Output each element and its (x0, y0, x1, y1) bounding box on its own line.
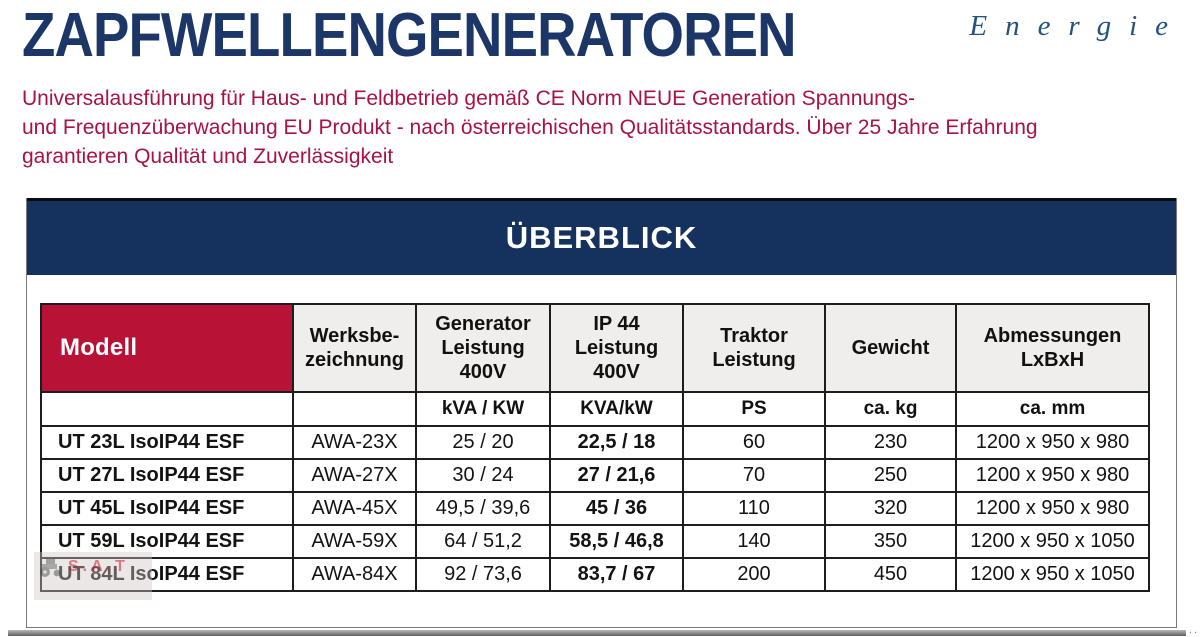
column-header-gewicht: Gewicht (824, 303, 957, 393)
artifact-dots: .. (1189, 624, 1200, 636)
cell-gewicht: 250 (824, 458, 957, 493)
cell-werksbezeichnung: AWA-84X (292, 557, 417, 592)
column-unit-gewicht: ca. kg (824, 391, 957, 427)
table-row: UT 23L IsoIP44 ESF AWA-23X 25 / 20 22,5 / 1… (40, 425, 1150, 460)
overview-banner: ÜBERBLICK (27, 198, 1176, 275)
cell-modell: UT 27L IsoIP44 ESF (40, 458, 294, 493)
cell-werksbezeichnung: AWA-59X (292, 524, 417, 559)
cell-gewicht: 450 (824, 557, 957, 592)
cell-ip44-leistung-400v: 83,7 / 67 (549, 557, 684, 592)
column-header-werksbezeichnung: Werksbe- zeichnung (292, 303, 417, 393)
column-header-generator-leistung-400v: Generator Leistung 400V (415, 303, 551, 393)
cell-abmessungen-lxbxh: 1200 x 950 x 1050 (955, 524, 1150, 559)
cell-gewicht: 350 (824, 524, 957, 559)
table-units-row: kVA / KW KVA/kW PS ca. kg ca. mm (40, 391, 1150, 427)
table-row: UT 27L IsoIP44 ESF AWA-27X 30 / 24 27 / 21,… (40, 458, 1150, 493)
column-unit-generator-leistung-400v: kVA / KW (415, 391, 551, 427)
cell-abmessungen-lxbxh: 1200 x 950 x 980 (955, 425, 1150, 460)
cell-werksbezeichnung: AWA-27X (292, 458, 417, 493)
table-body: UT 23L IsoIP44 ESF AWA-23X 25 / 20 22,5 / 1… (40, 425, 1150, 592)
overview-banner-title: ÜBERBLICK (505, 220, 698, 255)
intro-text: Universalausführung für Haus- und Feldbe… (22, 84, 1038, 171)
cell-generator-leistung-400v: 49,5 / 39,6 (415, 491, 551, 526)
column-unit-abmessungen-lxbxh: ca. mm (955, 391, 1150, 427)
cell-generator-leistung-400v: 30 / 24 (415, 458, 551, 493)
table-row: UT 84L IsoIP44 ESF AWA-84X 92 / 73,6 83,7 /… (40, 557, 1150, 592)
cell-modell: UT 59L IsoIP44 ESF (40, 524, 294, 559)
table-row: UT 59L IsoIP44 ESF AWA-59X 64 / 51,2 58,5 /… (40, 524, 1150, 559)
cell-traktor-leistung: 70 (682, 458, 826, 493)
table-row: UT 45L IsoIP44 ESF AWA-45X 49,5 / 39,6 45 /… (40, 491, 1150, 526)
column-unit-werksbezeichnung (292, 391, 417, 427)
cell-generator-leistung-400v: 92 / 73,6 (415, 557, 551, 592)
cell-traktor-leistung: 60 (682, 425, 826, 460)
spec-table: Modell Werksbe- zeichnung Generator Leistu… (40, 303, 1150, 592)
intro-line-2: und Frequenzüberwachung EU Produkt - nac… (22, 116, 1038, 139)
watermark-text: S.A.T (68, 558, 129, 575)
cell-werksbezeichnung: AWA-23X (292, 425, 417, 460)
column-header-modell: Modell (40, 303, 294, 393)
cell-abmessungen-lxbxh: 1200 x 950 x 1050 (955, 557, 1150, 592)
column-header-traktor-leistung: Traktor Leistung (682, 303, 826, 393)
page-title: ZAPFWELLENGENERATOREN (22, 1, 797, 70)
tractor-icon (38, 556, 64, 583)
intro-line-3: garantieren Qualität und Zuverlässigkeit (22, 145, 394, 168)
cell-generator-leistung-400v: 64 / 51,2 (415, 524, 551, 559)
cell-ip44-leistung-400v: 45 / 36 (549, 491, 684, 526)
column-header-ip44-leistung-400v: IP 44 Leistung 400V (549, 303, 684, 393)
cell-abmessungen-lxbxh: 1200 x 950 x 980 (955, 458, 1150, 493)
page-bottom-edge (8, 630, 1186, 636)
table-header-row: Modell Werksbe- zeichnung Generator Leistu… (40, 303, 1150, 393)
cell-ip44-leistung-400v: 27 / 21,6 (549, 458, 684, 493)
column-unit-modell (40, 391, 294, 427)
cell-gewicht: 230 (824, 425, 957, 460)
cell-werksbezeichnung: AWA-45X (292, 491, 417, 526)
brand-energie: Energie (969, 10, 1186, 42)
cell-traktor-leistung: 200 (682, 557, 826, 592)
cell-modell: UT 45L IsoIP44 ESF (40, 491, 294, 526)
cell-generator-leistung-400v: 25 / 20 (415, 425, 551, 460)
cell-modell: UT 23L IsoIP44 ESF (40, 425, 294, 460)
cell-ip44-leistung-400v: 22,5 / 18 (549, 425, 684, 460)
cell-gewicht: 320 (824, 491, 957, 526)
intro-line-1: Universalausführung für Haus- und Feldbe… (22, 87, 915, 110)
overview-panel: ÜBERBLICK Modell Werksbe- zeichnung Genera… (26, 198, 1177, 628)
cell-modell: UT 84L IsoIP44 ESF (40, 557, 294, 592)
cell-traktor-leistung: 140 (682, 524, 826, 559)
cell-abmessungen-lxbxh: 1200 x 950 x 980 (955, 491, 1150, 526)
column-unit-ip44-leistung-400v: KVA/kW (549, 391, 684, 427)
cell-traktor-leistung: 110 (682, 491, 826, 526)
column-header-abmessungen-lxbxh: Abmessungen LxBxH (955, 303, 1150, 393)
column-unit-traktor-leistung: PS (682, 391, 826, 427)
sat-watermark: S.A.T (34, 552, 152, 600)
cell-ip44-leistung-400v: 58,5 / 46,8 (549, 524, 684, 559)
